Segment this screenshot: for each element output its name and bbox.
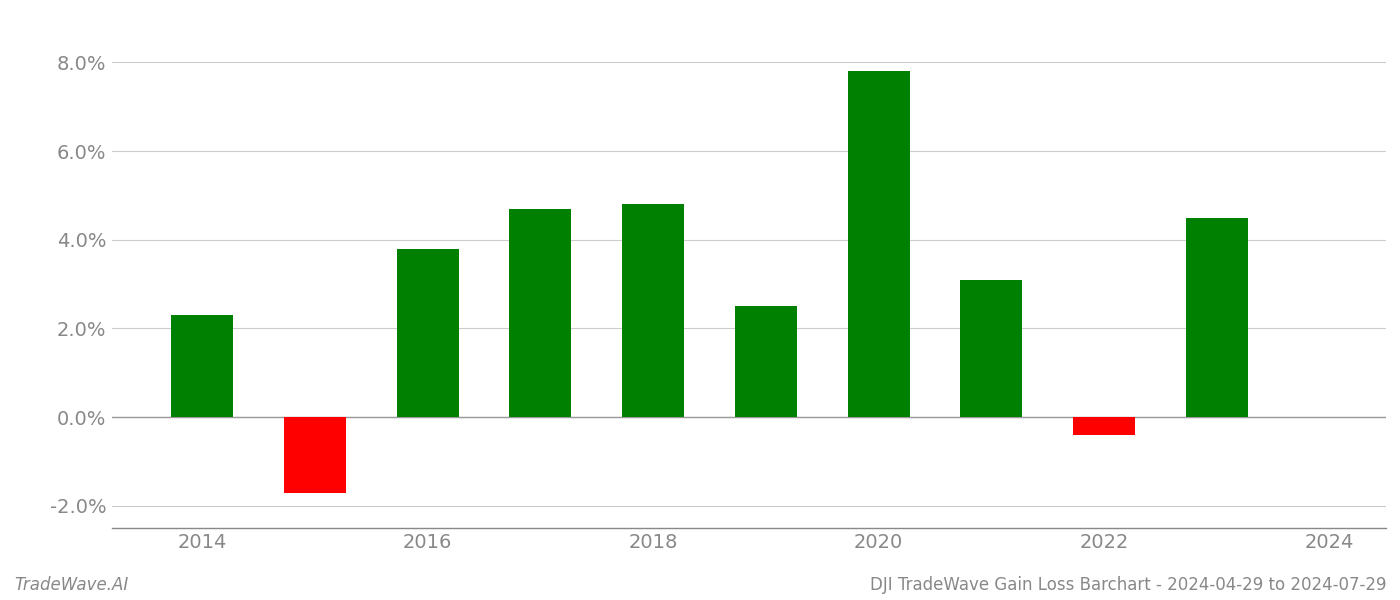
Bar: [847, 71, 910, 417]
Bar: [622, 204, 685, 417]
Bar: [1186, 218, 1247, 417]
Text: TradeWave.AI: TradeWave.AI: [14, 576, 129, 594]
Bar: [284, 417, 346, 493]
Bar: [1074, 417, 1135, 435]
Bar: [171, 315, 234, 417]
Text: DJI TradeWave Gain Loss Barchart - 2024-04-29 to 2024-07-29: DJI TradeWave Gain Loss Barchart - 2024-…: [869, 576, 1386, 594]
Bar: [510, 209, 571, 417]
Bar: [960, 280, 1022, 417]
Bar: [735, 306, 797, 417]
Bar: [396, 248, 459, 417]
